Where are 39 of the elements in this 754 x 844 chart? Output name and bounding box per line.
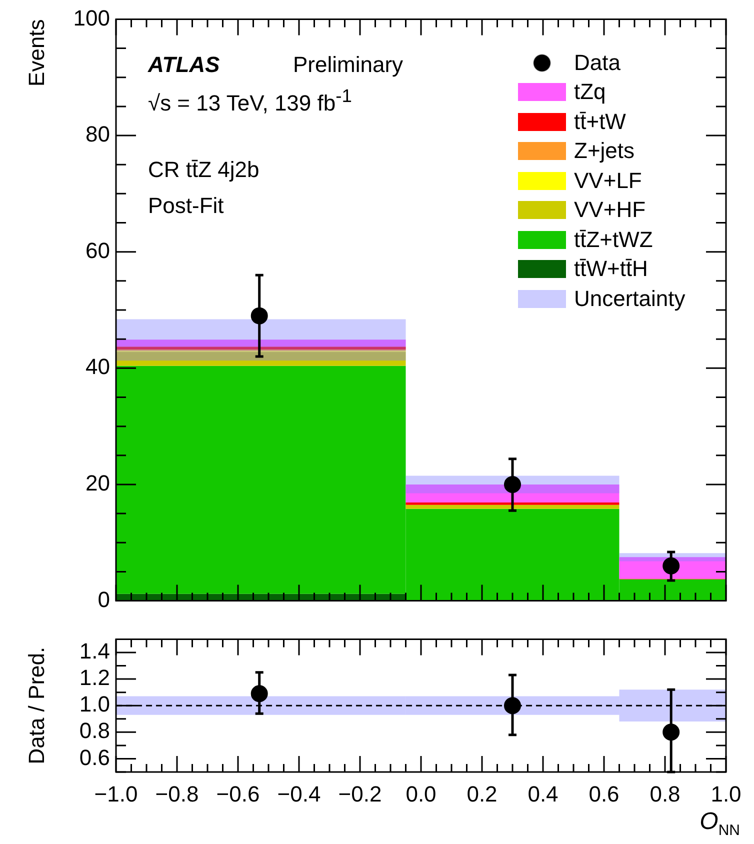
annotation: CR tt̄Z 4j2b xyxy=(148,157,260,183)
y-tick-label: 60 xyxy=(86,238,110,263)
x-tick-label: 0.2 xyxy=(466,781,498,806)
y-axis-title: Data / Pred. xyxy=(24,646,50,764)
legend-label: tZq xyxy=(574,79,606,106)
x-tick-label: −0.6 xyxy=(216,781,260,806)
x-tick-label: −1.0 xyxy=(94,781,138,806)
y-tick-label: 100 xyxy=(73,5,110,30)
legend-label: VV+LF xyxy=(574,168,642,194)
x-tick-label: 0.6 xyxy=(588,781,620,806)
legend-label: tt̄+tW xyxy=(574,108,626,135)
x-tick-label: 0.4 xyxy=(528,781,558,806)
y-tick-label: 40 xyxy=(86,354,110,380)
x-tick-label: −0.4 xyxy=(277,781,321,806)
annotation: ATLAS xyxy=(148,52,220,78)
x-axis-title: O$_{NN}$ xyxy=(700,808,740,839)
legend-label: Data xyxy=(574,50,620,76)
x-tick-label: 1.0 xyxy=(710,781,742,806)
annotation: Preliminary xyxy=(293,52,404,78)
y-tick-label: 0.8 xyxy=(79,718,110,744)
legend-label: tt̄W+tt̄H xyxy=(574,256,648,282)
x-tick-label: −0.2 xyxy=(338,781,382,806)
legend-label: Uncertainty xyxy=(574,286,686,312)
x-tick-label: 0.0 xyxy=(406,781,436,806)
legend-label: VV+HF xyxy=(574,197,646,224)
y-tick-label: 20 xyxy=(86,470,110,496)
y-tick-label: 1.0 xyxy=(79,692,110,717)
y-tick-label: 0.6 xyxy=(79,744,110,770)
y-tick-label: 0 xyxy=(98,586,110,612)
annotation: Post-Fit xyxy=(148,193,224,219)
y-tick-label: 1.4 xyxy=(79,638,110,664)
legend-label: tt̄Z+tWZ xyxy=(574,226,653,253)
y-tick-label: 1.2 xyxy=(79,665,110,690)
y-tick-label: 80 xyxy=(86,122,110,147)
annotation: √s = 13 TeV, 139 fb$^{-1}$ xyxy=(148,85,352,116)
y-axis-title: Events xyxy=(24,19,50,86)
x-tick-label: 0.8 xyxy=(650,781,680,806)
x-tick-label: −0.8 xyxy=(155,781,199,806)
legend-label: Z+jets xyxy=(574,138,635,164)
